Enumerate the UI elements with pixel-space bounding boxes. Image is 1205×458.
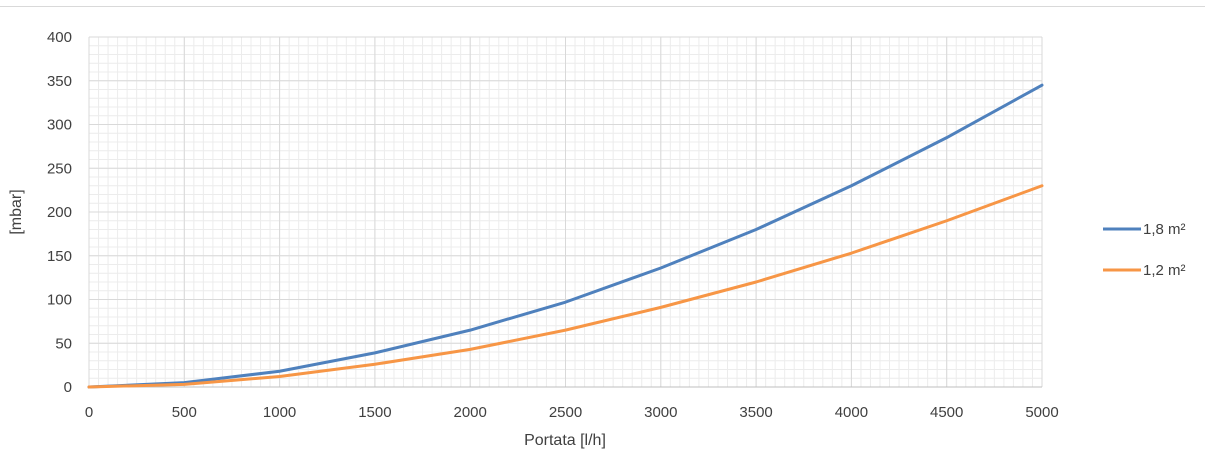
y-axis-title: [mbar] xyxy=(8,189,25,234)
x-tick-label: 1500 xyxy=(358,404,391,421)
x-tick-label: 1000 xyxy=(263,404,296,421)
x-tick-label: 3500 xyxy=(739,404,772,421)
x-tick-label: 5000 xyxy=(1025,404,1058,421)
x-tick-label: 2000 xyxy=(454,404,487,421)
x-axis-title: Portata [l/h] xyxy=(524,432,606,449)
series-line-1 xyxy=(87,83,1044,389)
x-tick-labels: 0 500 1000 1500 2000 2500 3000 3500 4000 4500 5000 xyxy=(85,404,1059,421)
x-tick-label: 500 xyxy=(172,404,197,421)
x-tick-label: 4000 xyxy=(835,404,868,421)
y-tick-label: 150 xyxy=(47,248,72,265)
legend-label-1: 1,8 m² xyxy=(1143,221,1186,238)
x-tick-label: 3000 xyxy=(644,404,677,421)
x-tick-label: 0 xyxy=(85,404,93,421)
legend: 1,8 m² 1,2 m² xyxy=(1103,221,1186,279)
y-tick-label: 0 xyxy=(64,379,72,396)
series-line-2 xyxy=(87,184,1044,389)
top-divider xyxy=(0,6,1205,7)
y-tick-label: 50 xyxy=(55,335,72,352)
y-tick-label: 200 xyxy=(47,204,72,221)
y-tick-label: 350 xyxy=(47,73,72,90)
y-tick-label: 100 xyxy=(47,292,72,309)
x-tick-label: 2500 xyxy=(549,404,582,421)
legend-label-2: 1,2 m² xyxy=(1143,262,1186,279)
series-lines xyxy=(87,83,1044,389)
axes xyxy=(88,37,1042,388)
y-tick-label: 400 xyxy=(47,29,72,46)
x-tick-label: 4500 xyxy=(930,404,963,421)
y-tick-labels: 0 50 100 150 200 250 300 350 400 xyxy=(47,29,72,396)
y-tick-label: 300 xyxy=(47,117,72,134)
y-tick-label: 250 xyxy=(47,160,72,177)
